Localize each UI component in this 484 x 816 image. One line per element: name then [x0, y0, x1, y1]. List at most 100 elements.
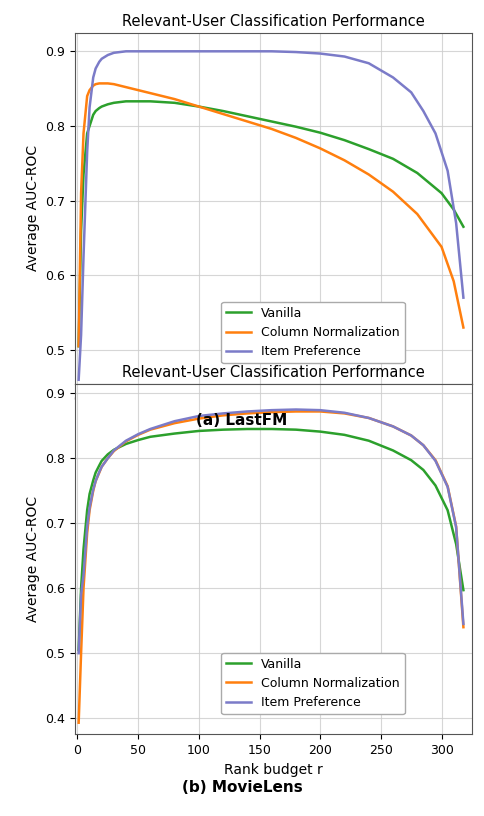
Item Preference	[244, 406, 250, 416]
Item Preference	[453, 522, 459, 532]
Column Normalization	[172, 419, 178, 428]
Item Preference	[99, 462, 105, 472]
Item Preference	[160, 47, 166, 56]
Column Normalization	[76, 341, 82, 351]
Item Preference	[96, 467, 102, 477]
Item Preference	[220, 47, 226, 56]
Y-axis label: Average AUC-ROC: Average AUC-ROC	[26, 145, 40, 271]
Column Normalization	[453, 521, 459, 531]
Legend: Vanilla, Column Normalization, Item Preference: Vanilla, Column Normalization, Item Pref…	[221, 302, 405, 363]
Item Preference	[78, 330, 84, 340]
Column Normalization	[160, 91, 166, 101]
Item Preference	[366, 413, 372, 423]
Column Normalization	[342, 409, 348, 419]
Vanilla	[87, 121, 92, 131]
Column Normalization	[318, 406, 323, 416]
Item Preference	[433, 129, 439, 139]
Column Normalization	[451, 277, 456, 286]
Vanilla	[135, 96, 141, 106]
Line: Column Normalization: Column Normalization	[79, 411, 463, 723]
Item Preference	[342, 408, 348, 418]
Vanilla	[96, 460, 102, 470]
Vanilla	[408, 455, 414, 465]
Line: Item Preference: Item Preference	[79, 410, 463, 653]
Item Preference	[196, 47, 202, 56]
Column Normalization	[111, 79, 117, 89]
Vanilla	[105, 450, 111, 459]
Item Preference	[172, 416, 178, 426]
Vanilla	[439, 188, 444, 198]
Line: Item Preference: Item Preference	[79, 51, 463, 379]
Column Normalization	[96, 468, 102, 477]
Column Normalization	[96, 78, 102, 88]
Vanilla	[196, 102, 202, 112]
Column Normalization	[421, 441, 426, 450]
Item Preference	[91, 485, 96, 494]
Column Normalization	[81, 129, 87, 139]
Column Normalization	[99, 78, 105, 88]
Item Preference	[244, 47, 250, 56]
Vanilla	[91, 110, 96, 120]
Item Preference	[123, 47, 129, 56]
Column Normalization	[414, 209, 420, 219]
Item Preference	[99, 54, 105, 64]
Item Preference	[269, 406, 274, 415]
Vanilla	[81, 170, 87, 180]
Column Normalization	[293, 406, 299, 416]
Column Normalization	[293, 133, 299, 143]
Vanilla	[105, 100, 111, 109]
Column Normalization	[460, 623, 466, 632]
Column Normalization	[111, 446, 117, 456]
Title: Relevant-User Classification Performance: Relevant-User Classification Performance	[122, 14, 425, 29]
Column Normalization	[123, 437, 129, 446]
Item Preference	[366, 59, 372, 69]
Column Normalization	[366, 170, 372, 180]
Column Normalization	[87, 85, 92, 95]
Item Preference	[220, 409, 226, 419]
Column Normalization	[135, 85, 141, 95]
Column Normalization	[91, 486, 96, 495]
Vanilla	[172, 428, 178, 438]
Title: Relevant-User Classification Performance: Relevant-User Classification Performance	[122, 365, 425, 379]
Vanilla	[433, 481, 439, 490]
Item Preference	[87, 102, 92, 112]
Item Preference	[84, 521, 90, 531]
Item Preference	[76, 648, 82, 658]
Column Normalization	[269, 124, 274, 134]
Vanilla	[460, 585, 466, 595]
Item Preference	[390, 73, 396, 82]
Item Preference	[342, 51, 348, 61]
Column Normalization	[147, 425, 153, 435]
Item Preference	[293, 47, 299, 57]
Item Preference	[76, 375, 82, 384]
Item Preference	[93, 476, 99, 486]
Vanilla	[123, 439, 129, 449]
Vanilla	[99, 102, 105, 112]
Vanilla	[460, 222, 466, 232]
Vanilla	[318, 427, 323, 437]
Column Normalization	[220, 109, 226, 119]
Item Preference	[84, 147, 90, 157]
X-axis label: Rank budget r: Rank budget r	[224, 412, 323, 426]
Item Preference	[433, 456, 439, 466]
Column Normalization	[439, 242, 444, 252]
Item Preference	[318, 406, 323, 415]
Column Normalization	[172, 94, 178, 104]
Vanilla	[342, 430, 348, 440]
Item Preference	[453, 218, 459, 228]
Column Normalization	[78, 648, 84, 658]
Vanilla	[220, 425, 226, 435]
Column Normalization	[244, 409, 250, 419]
Item Preference	[408, 431, 414, 441]
Item Preference	[172, 47, 178, 56]
Vanilla	[147, 96, 153, 106]
Item Preference	[91, 73, 96, 82]
Item Preference	[135, 47, 141, 56]
Vanilla	[453, 539, 459, 549]
Column Normalization	[93, 476, 99, 486]
Item Preference	[105, 454, 111, 463]
Item Preference	[105, 50, 111, 60]
Item Preference	[269, 47, 274, 56]
Column Normalization	[366, 413, 372, 423]
Vanilla	[160, 97, 166, 107]
